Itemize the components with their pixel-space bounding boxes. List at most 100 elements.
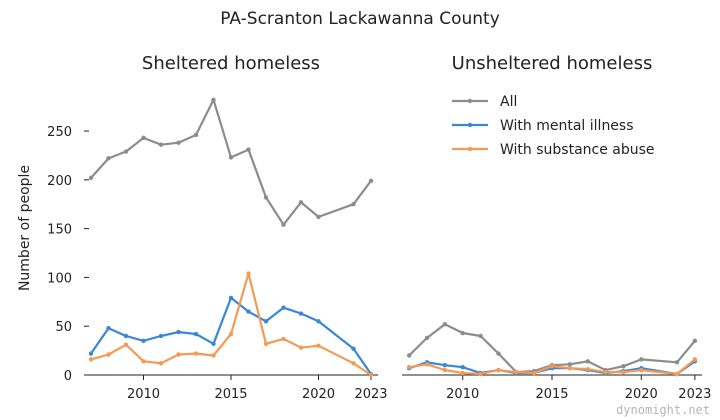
data-point [158,361,164,366]
data-point [246,147,251,152]
data-point [621,364,626,369]
x-tick-label: 2020 [625,387,658,402]
data-point [424,335,430,341]
legend-label: With mental illness [500,118,634,134]
legend-marker [467,122,473,128]
data-point [158,333,164,339]
data-point [298,345,304,350]
data-point [176,140,181,145]
data-point [106,352,111,357]
data-point [496,351,501,356]
x-tick-label: 2023 [354,387,387,402]
data-point [639,367,644,373]
data-point [211,341,216,346]
data-point [246,309,251,314]
data-point [106,156,111,161]
data-point [442,322,448,327]
data-point [228,155,234,160]
x-tick-label: 2010 [127,387,160,402]
data-point [549,364,555,369]
data-point [316,343,321,348]
series-with-substance-abuse [88,271,374,378]
data-point [88,357,94,362]
panel-sheltered-homeless: Sheltered homeless 2010 2015 2020 2023 0 50 100… [47,53,387,402]
y-tick-label: 0 [64,369,72,384]
data-point [478,333,483,339]
data-point [298,200,304,205]
series-all [406,322,698,375]
data-point [141,135,146,141]
data-point [496,367,501,373]
legend-item-all: All [452,94,517,110]
data-point [351,202,356,207]
data-point [406,353,412,358]
data-point [316,214,321,220]
data-point [621,369,626,375]
chart-title: PA-Scranton Lackawanna County [220,9,500,29]
chart-legend: All With mental illness With substance abu… [452,94,655,158]
data-point [263,341,269,346]
data-point [123,149,129,154]
data-point [460,370,465,376]
data-point [263,319,269,324]
y-tick-label: 100 [47,271,72,286]
y-tick-label: 250 [47,125,72,140]
y-tick-label: 200 [47,174,72,189]
data-point [141,338,146,344]
series-with-substance-abuse [406,357,698,377]
y-tick-label: 50 [55,320,72,335]
data-point [228,295,234,301]
data-point [141,359,146,364]
legend-item-with-substance-abuse: With substance abuse [452,142,655,158]
x-tick-label: 2015 [214,387,247,402]
data-point [368,178,374,184]
x-tick-label: 2010 [446,387,479,402]
data-point [514,369,519,375]
data-point [567,365,573,371]
data-point [442,363,448,368]
data-point [281,336,286,342]
data-point [88,351,94,356]
series-line [90,98,372,226]
panel-title: Unsheltered homeless [452,53,653,74]
legend-marker [467,146,473,152]
series-all [88,97,374,227]
data-point [674,371,680,377]
data-point [193,331,199,337]
data-point [228,331,234,337]
data-point [158,142,164,147]
data-point [316,319,321,324]
data-point [406,364,412,370]
data-point [424,362,430,367]
data-point [88,175,94,181]
data-point [298,311,304,316]
x-tick-label: 2015 [535,387,568,402]
panel-unsheltered-homeless: Unsheltered homeless 2010 2015 2020 2023 [402,53,711,402]
data-point [567,362,573,367]
data-point [674,360,680,365]
series-line [90,296,372,375]
data-point [460,330,465,336]
data-point [692,338,698,344]
data-point [368,372,374,378]
series-line [408,358,696,376]
panel-title: Sheltered homeless [142,53,320,74]
y-tick-label: 150 [47,223,72,238]
data-point [281,305,286,310]
data-point [123,342,129,347]
legend-item-with-mental-illness: With mental illness [452,118,634,134]
series-with-mental-illness [88,295,374,377]
data-point [460,364,465,370]
data-point [281,222,286,227]
x-tick-label: 2020 [302,387,335,402]
data-point [211,97,216,103]
chart-panels: Sheltered homeless 2010 2015 2020 2023 0 50 100… [47,53,711,402]
data-point [351,361,356,366]
data-point [585,366,590,372]
series-line [408,323,696,374]
data-point [246,271,251,276]
legend-marker [467,98,473,104]
data-point [531,370,537,376]
series-line [90,272,372,376]
